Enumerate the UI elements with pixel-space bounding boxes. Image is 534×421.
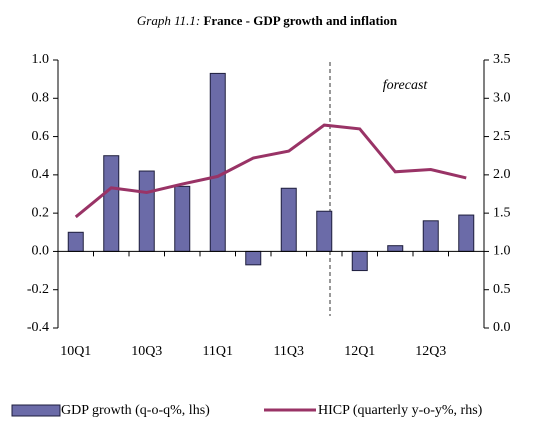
y-tick-label: -0.4 (27, 320, 49, 335)
y-tick-label: 0.8 (32, 91, 50, 106)
legend-label: GDP growth (q-o-q%, lhs) (61, 403, 210, 418)
title-text: France - GDP growth and inflation (203, 13, 397, 28)
bar (280, 187, 297, 252)
x-tick-label: 12Q3 (415, 344, 446, 359)
y2-tick-label: 2.0 (493, 167, 511, 182)
bar (245, 250, 262, 266)
y2-tick-label: 3.0 (493, 91, 511, 106)
legend-label: HICP (quarterly y-o-y%, rhs) (318, 403, 483, 418)
line (74, 123, 467, 219)
x-tick-label: 10Q1 (60, 344, 91, 359)
annotation: forecast (383, 78, 429, 93)
bar (422, 220, 439, 252)
y-tick-label: 0.0 (32, 244, 50, 259)
y-tick-label: 0.4 (32, 167, 50, 182)
y2-tick-label: 0.0 (493, 320, 511, 335)
bar (67, 231, 84, 252)
title-label: Graph 11.1: (137, 13, 200, 28)
y-tick-label: 0.6 (32, 129, 50, 144)
y2-tick-label: 1.0 (493, 244, 511, 259)
bar (387, 245, 404, 252)
bar (103, 155, 120, 252)
bar (209, 72, 226, 252)
bar (138, 170, 155, 252)
bar (351, 250, 368, 272)
x-tick-label: 11Q1 (202, 344, 233, 359)
y2-tick-label: 0.5 (493, 282, 511, 297)
x-tick-label: 11Q3 (273, 344, 304, 359)
y-tick-label: 0.2 (32, 205, 50, 220)
y2-tick-label: 1.5 (493, 205, 511, 220)
legend-swatch (11, 404, 61, 417)
x-tick-label: 10Q3 (131, 344, 162, 359)
x-tick-label: 12Q1 (344, 344, 375, 359)
y2-tick-label: 2.5 (493, 129, 511, 144)
y-tick-label: 1.0 (32, 52, 50, 67)
chart-title: Graph 11.1: France - GDP growth and infl… (137, 13, 398, 28)
bar (458, 214, 475, 252)
bar (174, 185, 191, 252)
y-tick-label: -0.2 (27, 282, 49, 297)
bar (316, 210, 333, 252)
y2-tick-label: 3.5 (493, 52, 511, 67)
